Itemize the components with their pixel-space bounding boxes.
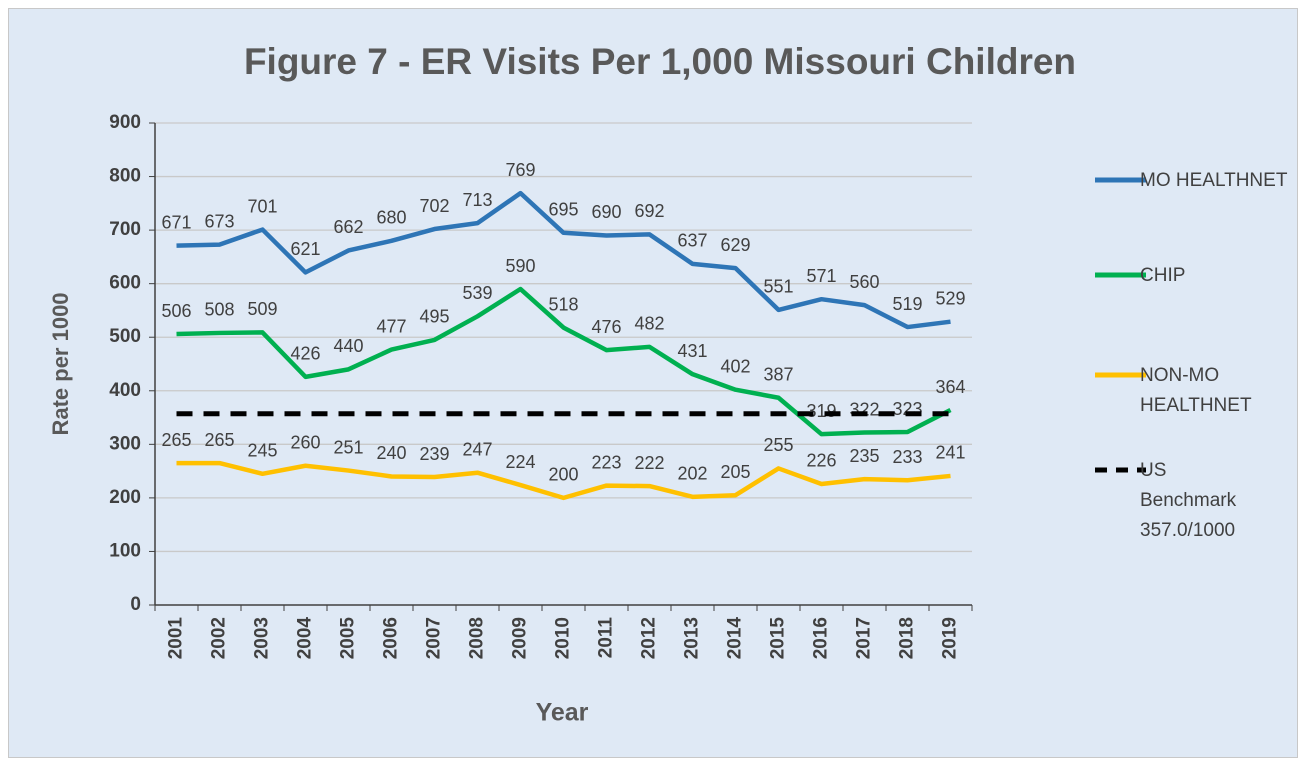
data-label: 671	[161, 212, 191, 232]
y-tick-label: 0	[130, 594, 141, 615]
data-label: 529	[935, 288, 965, 308]
data-label: 482	[634, 314, 664, 334]
y-tick-label: 700	[109, 219, 141, 240]
data-label: 224	[505, 452, 535, 472]
data-label: 265	[204, 430, 234, 450]
data-label: 509	[247, 299, 277, 319]
data-label: 205	[720, 462, 750, 482]
data-label: 402	[720, 356, 750, 376]
data-label: 233	[892, 447, 922, 467]
x-tick-label: 2002	[209, 617, 230, 659]
y-tick-label: 400	[109, 380, 141, 401]
x-tick-label: 2012	[639, 617, 660, 659]
data-label: 571	[806, 266, 836, 286]
x-tick-label: 2014	[725, 617, 746, 660]
x-tick-label: 2015	[768, 617, 789, 660]
y-tick-label: 300	[109, 433, 141, 454]
chart-title: Figure 7 - ER Visits Per 1,000 Missouri …	[244, 41, 1076, 82]
data-label: 247	[462, 439, 492, 459]
data-label: 226	[806, 451, 836, 471]
x-tick-label: 2003	[252, 617, 273, 659]
data-label: 364	[935, 377, 965, 397]
data-label: 551	[763, 277, 793, 297]
data-label: 223	[591, 452, 621, 472]
x-tick-label: 2006	[381, 617, 402, 659]
x-tick-label: 2007	[424, 617, 445, 659]
data-label: 662	[333, 217, 363, 237]
x-tick-label: 2019	[940, 617, 961, 659]
series-line	[176, 286, 952, 437]
y-tick-label: 200	[109, 487, 141, 508]
data-label: 702	[419, 196, 449, 216]
data-label: 235	[849, 446, 879, 466]
data-label: 519	[892, 294, 922, 314]
data-label: 621	[290, 239, 320, 259]
data-label: 239	[419, 444, 449, 464]
data-label: 508	[204, 300, 234, 320]
x-tick-label: 2013	[682, 617, 703, 659]
data-label: 560	[849, 272, 879, 292]
data-label: 260	[290, 433, 320, 453]
data-label: 319	[806, 401, 836, 421]
y-tick-label: 100	[109, 540, 141, 561]
data-label: 200	[548, 465, 578, 485]
y-axis-label: Rate per 1000	[48, 292, 73, 435]
x-tick-label: 2009	[510, 617, 531, 659]
y-tick-label: 800	[109, 166, 141, 187]
data-label: 539	[462, 283, 492, 303]
x-tick-label: 2011	[596, 617, 617, 659]
data-label: 241	[935, 443, 965, 463]
y-tick-label: 600	[109, 273, 141, 294]
data-label: 245	[247, 441, 277, 461]
series-line	[176, 460, 951, 501]
data-label: 673	[204, 211, 234, 231]
data-label: 222	[634, 453, 664, 473]
legend-label: US Benchmark 357.0/1000	[1140, 460, 1237, 541]
data-label: 518	[548, 294, 578, 314]
data-label: 695	[548, 200, 578, 220]
data-label: 477	[376, 316, 406, 336]
x-tick-label: 2010	[553, 617, 574, 659]
data-label: 240	[376, 443, 406, 463]
data-label: 495	[419, 307, 449, 327]
data-label: 255	[763, 435, 793, 455]
x-axis-label: Year	[536, 699, 589, 727]
x-tick-label: 2005	[338, 617, 359, 660]
data-label: 265	[161, 430, 191, 450]
data-label: 692	[634, 201, 664, 221]
legend-label: MO HEALTHNET	[1140, 170, 1288, 191]
x-tick-label: 2008	[467, 617, 488, 659]
data-label: 769	[505, 160, 535, 180]
data-label: 506	[161, 301, 191, 321]
x-tick-label: 2004	[295, 617, 316, 660]
legend-label: CHIP	[1140, 265, 1186, 286]
x-tick-label: 2016	[811, 617, 832, 659]
data-label: 713	[462, 190, 492, 210]
y-tick-label: 900	[109, 112, 141, 133]
data-label: 701	[247, 196, 277, 216]
legend-label: NON-MO HEALTHNET	[1140, 365, 1252, 416]
data-label: 680	[376, 208, 406, 228]
data-label: 431	[677, 341, 707, 361]
x-tick-label: 2001	[166, 617, 187, 660]
data-label: 590	[505, 256, 535, 276]
data-label: 637	[677, 231, 707, 251]
data-label: 476	[591, 317, 621, 337]
y-tick-label: 500	[109, 326, 141, 347]
data-label: 629	[720, 235, 750, 255]
data-label: 440	[333, 336, 363, 356]
x-tick-label: 2017	[854, 617, 875, 659]
data-label: 426	[290, 344, 320, 364]
series-line	[176, 190, 951, 330]
data-label: 690	[591, 202, 621, 222]
data-label: 251	[333, 437, 363, 457]
x-tick-label: 2018	[897, 617, 918, 659]
data-label: 387	[763, 364, 793, 384]
chart-frame	[8, 8, 1298, 758]
data-label: 202	[677, 464, 707, 484]
